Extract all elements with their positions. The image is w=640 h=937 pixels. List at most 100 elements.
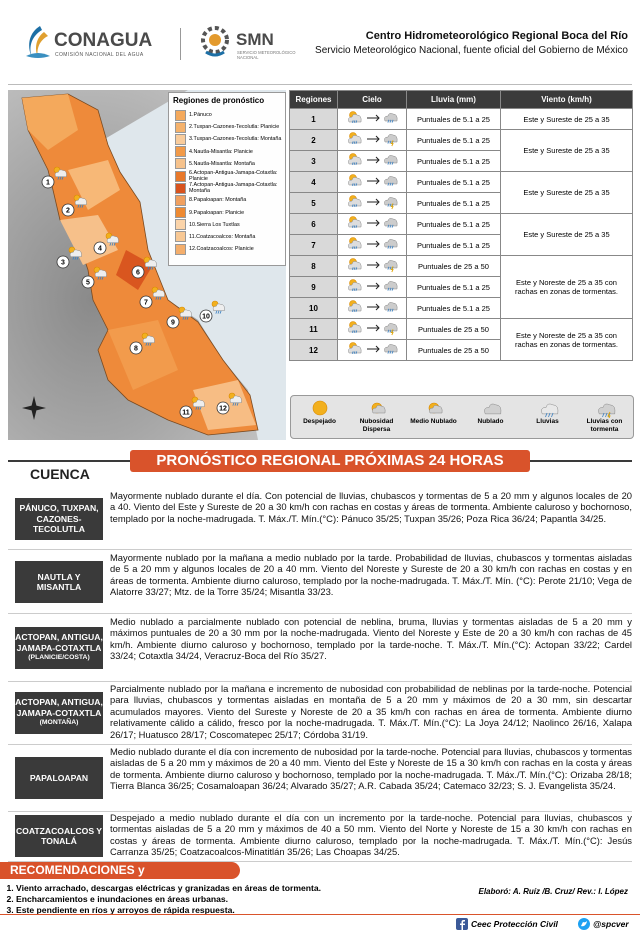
rain-drop (387, 308, 390, 312)
region-number: 9 (171, 320, 175, 327)
sky-icons (348, 300, 398, 312)
legend-item: 9.Papaloapan: Planicie (175, 207, 285, 219)
twitter-icon (578, 918, 590, 930)
trend-arrow (367, 303, 380, 311)
region-marker (131, 265, 145, 279)
legend-label: 12.Coatzacoalcos: Planicie (189, 246, 254, 253)
rain-drop (351, 267, 354, 270)
rain-drop (351, 330, 354, 333)
legend-item: 10.Sierra Los Tuxtlas (175, 219, 285, 231)
rain-drop (389, 140, 392, 144)
rain-drop (79, 204, 82, 208)
rain-drop (74, 256, 77, 260)
rain-drop (355, 267, 358, 270)
region-number: 2 (66, 208, 70, 215)
map-weather-icon (53, 166, 67, 180)
icon (483, 403, 501, 415)
conagua-logo: CONAGUA COMISIÓN NACIONAL DEL AGUA (22, 22, 172, 67)
legend-item: 4.Nautla-Misantla: Planicie (175, 146, 285, 158)
rain-drop (355, 330, 358, 333)
cloud (384, 260, 398, 269)
basin-label: PÁNUCO, TUXPAN, CAZONES-TECOLUTLA (15, 498, 103, 540)
icon-legend-item: Nublado (462, 396, 519, 438)
sky-icons (348, 111, 398, 123)
wind-cell: Este y Noreste de 25 a 35 con rachas en … (500, 318, 633, 361)
sky-icons (348, 174, 398, 186)
region-number: 12 (219, 406, 227, 413)
legend-label: 11.Coatzacoalcos: Montaña (189, 233, 256, 240)
rain-drop (353, 183, 356, 186)
smn-icon (201, 26, 229, 57)
cloud (106, 235, 119, 243)
smn-sub: SERVICIO METEOROLÓGICO NACIONAL (237, 50, 296, 60)
cloud (384, 176, 398, 185)
rain-drop (149, 342, 152, 346)
region-number: 8 (134, 346, 138, 353)
rain-drop (387, 266, 390, 270)
trend-arrow (367, 345, 380, 353)
sky-cell (337, 171, 407, 193)
rain-drop (387, 224, 390, 228)
map-weather-icon (143, 256, 157, 270)
row-rule (8, 549, 632, 550)
smn-name: SMN (236, 30, 274, 49)
rain-drop (236, 402, 239, 406)
rain-drop (389, 308, 392, 312)
legend-swatch (175, 109, 186, 121)
rain-drop (389, 224, 392, 228)
map-weather-icon (191, 396, 205, 410)
sky-icons (348, 216, 398, 228)
social-name: Ceec Protección Civil (471, 919, 558, 929)
cloud (384, 323, 398, 332)
basin-name: ACTOPAN, ANTIGUA, JAMAPA-COTAXTLA (15, 632, 103, 653)
trend-arrow (367, 240, 380, 248)
basin-note: (MONTAÑA) (39, 719, 79, 727)
rain-drop (351, 141, 354, 144)
legend-label: 6.Actopan-Antigua-Jamapa-Cotaxtla: Plani… (189, 170, 278, 183)
header-subtitle: Servicio Meteorológico Nacional, fuente … (315, 45, 628, 56)
cloud (212, 303, 225, 311)
legend-label: 5.Nautla-Misantla: Montaña (189, 160, 255, 167)
rain-drop (355, 162, 358, 165)
region-marker (129, 341, 143, 355)
credits: Elaboró: A. Ruíz /B. Cruz/ Rev.: I. Lópe… (478, 887, 629, 896)
region-marker (41, 175, 55, 189)
rain-drop (186, 316, 189, 320)
divider (180, 28, 181, 60)
rain-drop (389, 287, 392, 291)
rain-drop (391, 224, 394, 228)
basin-label: COATZACOALCOS Y TONALÁ (15, 815, 103, 857)
map-weather-icon (211, 300, 225, 314)
cloud (348, 240, 362, 249)
rain-drop (351, 120, 354, 123)
rain-drop (81, 204, 84, 208)
region-marker (216, 401, 230, 415)
conagua-name: CONAGUA (54, 30, 153, 51)
sky-cell (337, 255, 407, 277)
zone (108, 320, 178, 390)
region-number: 6 (136, 270, 140, 277)
region-cell: 9 (289, 276, 338, 298)
region-marker (61, 203, 75, 217)
compass (22, 396, 46, 420)
rain-cell: Puntuales de 5.1 a 25 (406, 297, 501, 319)
icon-legend-item: Despejado (291, 396, 348, 438)
row-rule (8, 861, 632, 862)
sky-icons (348, 321, 398, 336)
map-weather-icon (178, 306, 192, 320)
icon-legend-item: Medio Nublado (405, 396, 462, 438)
sky-cell (337, 213, 407, 235)
region-number: 3 (61, 260, 65, 267)
cloud (348, 198, 362, 207)
legend-item: 8.Papaloapan: Montaña (175, 194, 285, 206)
rain-drop (215, 310, 218, 314)
rain-drop (353, 204, 356, 207)
lightning (390, 329, 394, 336)
rain-drop (59, 176, 62, 180)
rain-drop (387, 140, 390, 144)
rain-cell: Puntuales de 5.1 a 25 (406, 234, 501, 256)
sky-icons (348, 153, 398, 165)
table-row: 12 Puntuales de 25 a 50 (289, 339, 633, 361)
rain-drop (351, 246, 354, 249)
rain-drop (147, 266, 150, 270)
